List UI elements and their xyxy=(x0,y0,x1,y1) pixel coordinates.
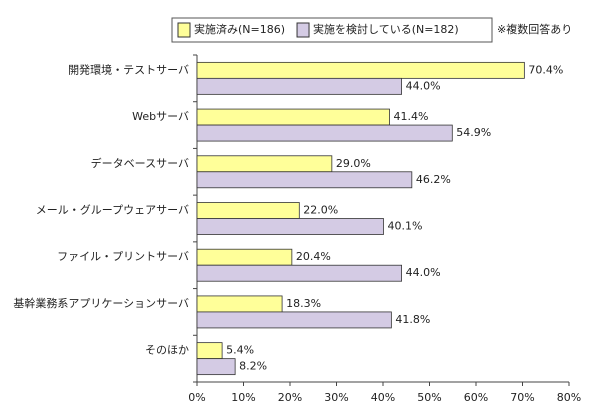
value-label: 20.4% xyxy=(296,250,331,263)
bar xyxy=(196,77,403,95)
legend-swatch xyxy=(296,22,310,38)
bar xyxy=(196,248,293,266)
value-label: 41.8% xyxy=(395,313,430,326)
legend-box xyxy=(171,17,493,43)
x-tick-label: 70% xyxy=(510,391,534,404)
bar xyxy=(196,342,223,360)
bar xyxy=(196,295,283,313)
x-tick-label: 30% xyxy=(324,391,348,404)
y-tick-label: 開発環境・テストサーバ xyxy=(68,62,189,76)
value-label: 5.4% xyxy=(226,344,254,357)
bar xyxy=(196,358,236,376)
value-label: 18.3% xyxy=(286,297,321,310)
bar xyxy=(196,108,390,126)
y-tick-label: メール・グループウェアサーバ xyxy=(36,203,189,217)
x-tick-label: 10% xyxy=(231,391,255,404)
x-tick-label: 20% xyxy=(278,391,302,404)
value-label: 22.0% xyxy=(303,204,338,217)
legend-swatch xyxy=(177,22,191,38)
bar xyxy=(196,264,403,282)
x-tick-label: 60% xyxy=(464,391,488,404)
legend-label: 実施を検討している(N=182) xyxy=(313,22,459,36)
value-label: 46.2% xyxy=(416,173,451,186)
value-label: 40.1% xyxy=(387,220,422,233)
note: ※複数回答あり xyxy=(497,22,572,36)
y-tick-label: そのほか xyxy=(145,344,189,357)
value-label: 8.2% xyxy=(239,360,267,373)
value-label: 70.4% xyxy=(528,63,563,76)
y-tick-label: 基幹業務系アプリケーションサーバ xyxy=(13,296,189,310)
value-label: 41.4% xyxy=(394,110,429,123)
bar xyxy=(196,218,384,235)
value-label: 54.9% xyxy=(456,126,491,139)
x-tick-label: 50% xyxy=(417,391,441,404)
value-label: 29.0% xyxy=(336,157,371,170)
y-tick-label: Webサーバ xyxy=(132,110,189,123)
x-tick-label: 0% xyxy=(188,391,205,404)
bar xyxy=(196,311,392,329)
y-tick-label: ファイル・プリントサーバ xyxy=(57,250,189,263)
bar xyxy=(196,61,525,79)
bar xyxy=(196,124,453,142)
bar xyxy=(196,171,413,189)
bar xyxy=(196,155,333,173)
y-tick-label: データベースサーバ xyxy=(91,156,189,170)
x-tick-label: 40% xyxy=(371,391,395,404)
x-tick-label: 80% xyxy=(557,391,581,404)
bar xyxy=(196,202,300,219)
legend-label: 実施済み(N=186) xyxy=(194,22,285,36)
value-label: 44.0% xyxy=(406,79,441,92)
value-label: 44.0% xyxy=(406,266,441,279)
